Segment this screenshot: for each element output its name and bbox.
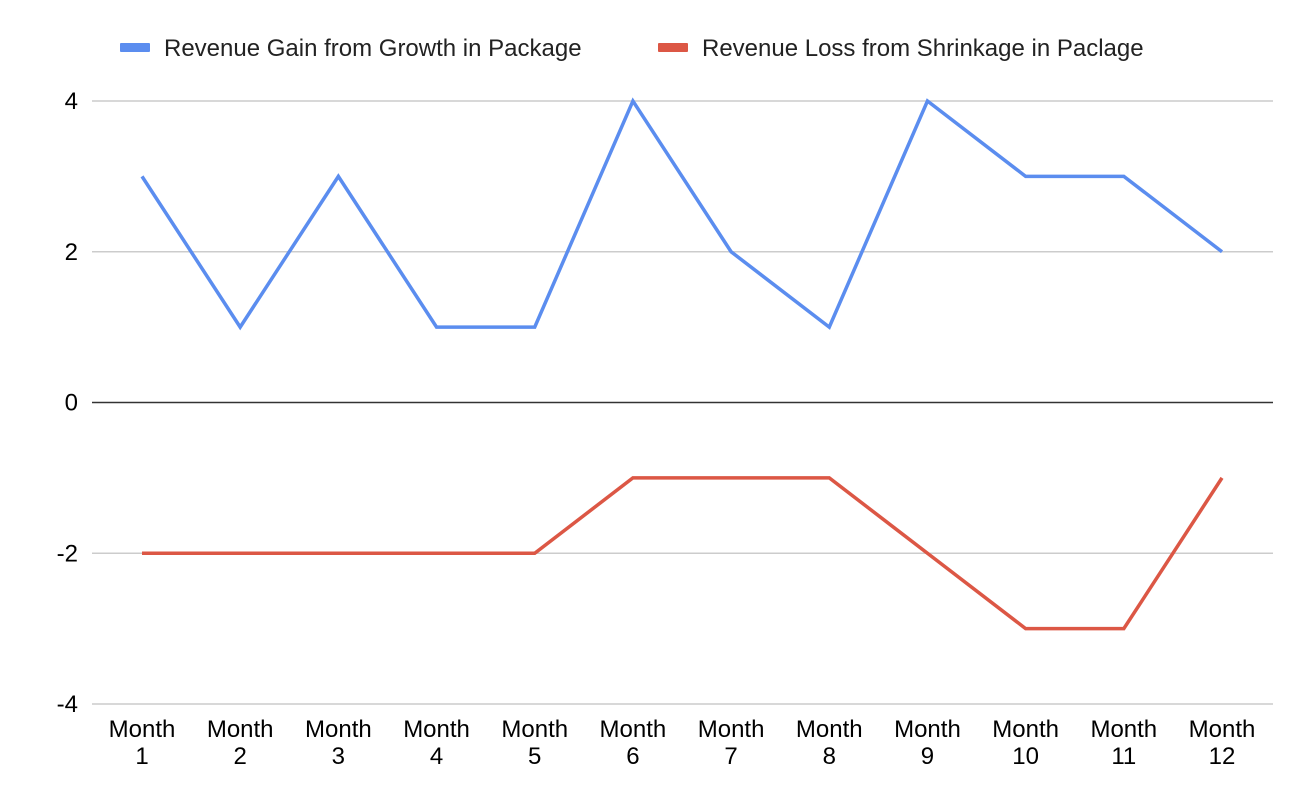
y-axis: 4 2 0 -2 -4 bbox=[57, 88, 78, 718]
x-tick-label-number: 5 bbox=[528, 743, 541, 770]
x-tick-label: Month bbox=[109, 716, 176, 743]
x-tick-label-number: 9 bbox=[921, 743, 934, 770]
series-line-2 bbox=[142, 476, 1224, 631]
x-tick-label-number: 12 bbox=[1209, 743, 1236, 770]
x-tick-label-number: 3 bbox=[332, 743, 345, 770]
x-axis: Month1Month2Month3Month4Month5Month6Mont… bbox=[109, 716, 1256, 770]
series-line-1 bbox=[140, 97, 1224, 331]
x-tick-label: Month bbox=[207, 716, 274, 743]
x-tick-label-number: 10 bbox=[1012, 743, 1039, 770]
x-tick-label: Month bbox=[698, 716, 765, 743]
x-tick-label-number: 2 bbox=[234, 743, 247, 770]
x-tick-label-number: 1 bbox=[135, 743, 148, 770]
x-tick-label: Month bbox=[305, 716, 372, 743]
x-tick-label: Month bbox=[894, 716, 961, 743]
x-tick-label: Month bbox=[992, 716, 1059, 743]
y-tick-label: 0 bbox=[65, 390, 78, 417]
x-tick-label: Month bbox=[501, 716, 568, 743]
x-tick-label: Month bbox=[403, 716, 470, 743]
y-tick-label: -2 bbox=[57, 540, 78, 567]
legend-swatch-2 bbox=[658, 43, 688, 52]
chart-gridlines bbox=[92, 100, 1273, 705]
x-tick-label-number: 4 bbox=[430, 743, 443, 770]
y-tick-label: 4 bbox=[65, 88, 78, 115]
x-tick-label-number: 11 bbox=[1111, 743, 1136, 770]
legend-label-1: Revenue Gain from Growth in Package bbox=[164, 35, 582, 62]
x-tick-label-number: 6 bbox=[626, 743, 639, 770]
y-tick-label: 2 bbox=[65, 239, 78, 266]
legend-swatch-1 bbox=[120, 43, 150, 52]
x-tick-label: Month bbox=[1189, 716, 1256, 743]
chart-series bbox=[140, 97, 1224, 631]
x-tick-label: Month bbox=[796, 716, 863, 743]
x-tick-label: Month bbox=[1090, 716, 1157, 743]
x-tick-label-number: 7 bbox=[724, 743, 737, 770]
x-tick-label: Month bbox=[600, 716, 667, 743]
chart-legend: Revenue Gain from Growth in Package Reven… bbox=[120, 35, 1144, 62]
y-tick-label: -4 bbox=[57, 691, 78, 718]
x-tick-label-number: 8 bbox=[823, 743, 836, 770]
legend-label-2: Revenue Loss from Shrinkage in Paclage bbox=[702, 35, 1144, 62]
